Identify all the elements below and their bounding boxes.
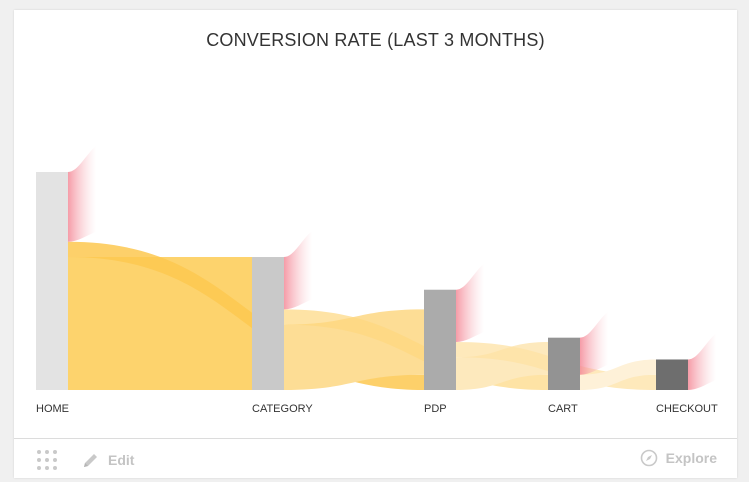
explore-button[interactable]: Explore bbox=[640, 449, 717, 467]
dropoff-checkout bbox=[688, 333, 716, 390]
stage-label-pdp: PDP bbox=[424, 403, 447, 415]
node-pdp[interactable] bbox=[424, 289, 456, 390]
node-cart[interactable] bbox=[548, 337, 580, 390]
link-cart-to-checkout[interactable] bbox=[580, 359, 656, 390]
stage-label-checkout: CHECKOUT bbox=[656, 403, 718, 415]
footer-right: Explore bbox=[640, 449, 717, 467]
dropoff-category bbox=[284, 231, 312, 310]
dropoff-home bbox=[68, 146, 96, 242]
footer-left: Edit bbox=[36, 449, 134, 471]
link-home-to-category[interactable] bbox=[68, 257, 252, 390]
pencil-icon bbox=[84, 454, 97, 467]
dropoff-pdp bbox=[456, 263, 484, 343]
card-footer: Edit Explore bbox=[14, 438, 737, 479]
compass-icon bbox=[640, 449, 657, 467]
node-category[interactable] bbox=[252, 257, 284, 390]
link-home-to-pdp[interactable] bbox=[68, 241, 424, 390]
edit-button[interactable]: Edit bbox=[82, 451, 134, 469]
explore-label: Explore bbox=[665, 450, 717, 466]
stage-label-home: HOME bbox=[36, 403, 69, 415]
node-checkout[interactable] bbox=[656, 359, 688, 390]
edit-label: Edit bbox=[108, 452, 135, 468]
stage-label-cart: CART bbox=[548, 403, 578, 415]
sankey-chart: HOME CATEGORY PDP CART CHECKOUT bbox=[36, 146, 718, 415]
chart-title: CONVERSION RATE (LAST 3 MONTHS) bbox=[206, 30, 545, 50]
dropoff-cart bbox=[580, 311, 608, 375]
stage-label-category: CATEGORY bbox=[252, 403, 313, 415]
node-home[interactable] bbox=[36, 172, 68, 390]
chart-card: CONVERSION RATE (LAST 3 MONTHS) HOME CATE… bbox=[14, 10, 737, 478]
grip-dots-icon[interactable] bbox=[36, 449, 58, 471]
